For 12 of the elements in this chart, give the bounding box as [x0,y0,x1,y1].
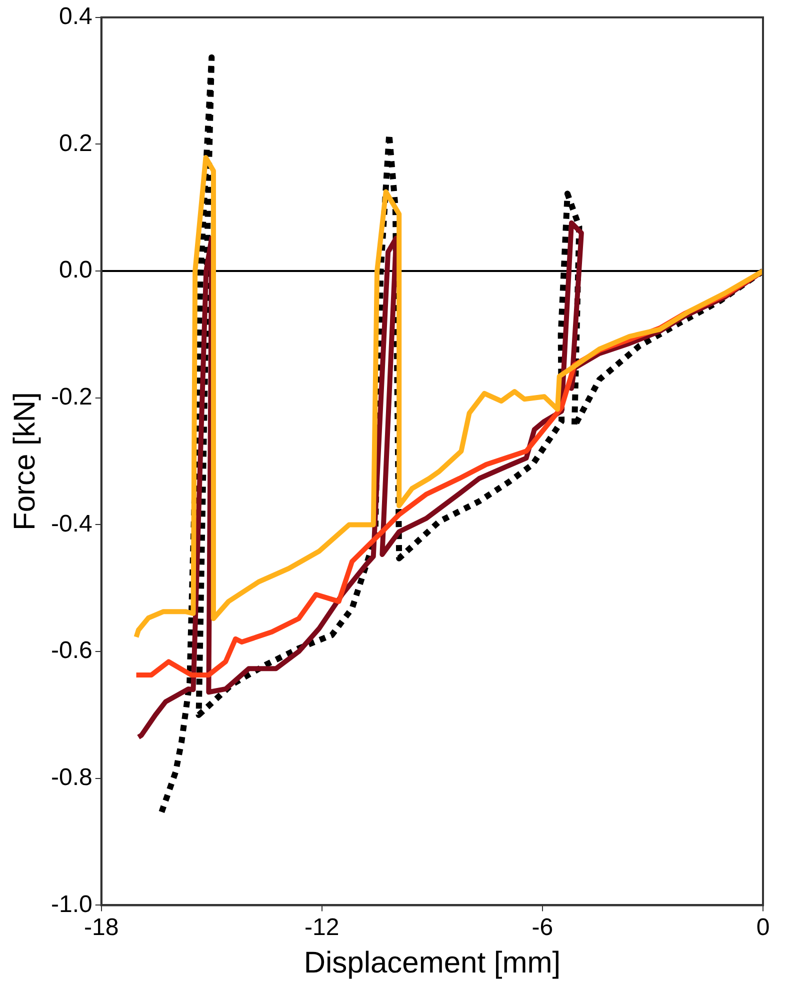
y-tick-label: 0.4 [58,3,92,30]
y-tick-label: 0.0 [58,256,92,284]
y-tick-label: -0.4 [50,510,92,538]
y-tick-label: 0.2 [58,130,92,157]
y-tick-label: -0.2 [50,384,92,411]
y-axis-title: Force [kN] [8,392,42,530]
y-tick-label: -0.6 [50,637,92,664]
x-tick-label: 0 [756,914,770,942]
y-tick-label: -0.8 [50,764,92,791]
x-tick-label: -6 [532,914,554,942]
x-axis-title: Displacement [mm] [304,946,561,980]
x-tick-label: -12 [304,914,340,942]
